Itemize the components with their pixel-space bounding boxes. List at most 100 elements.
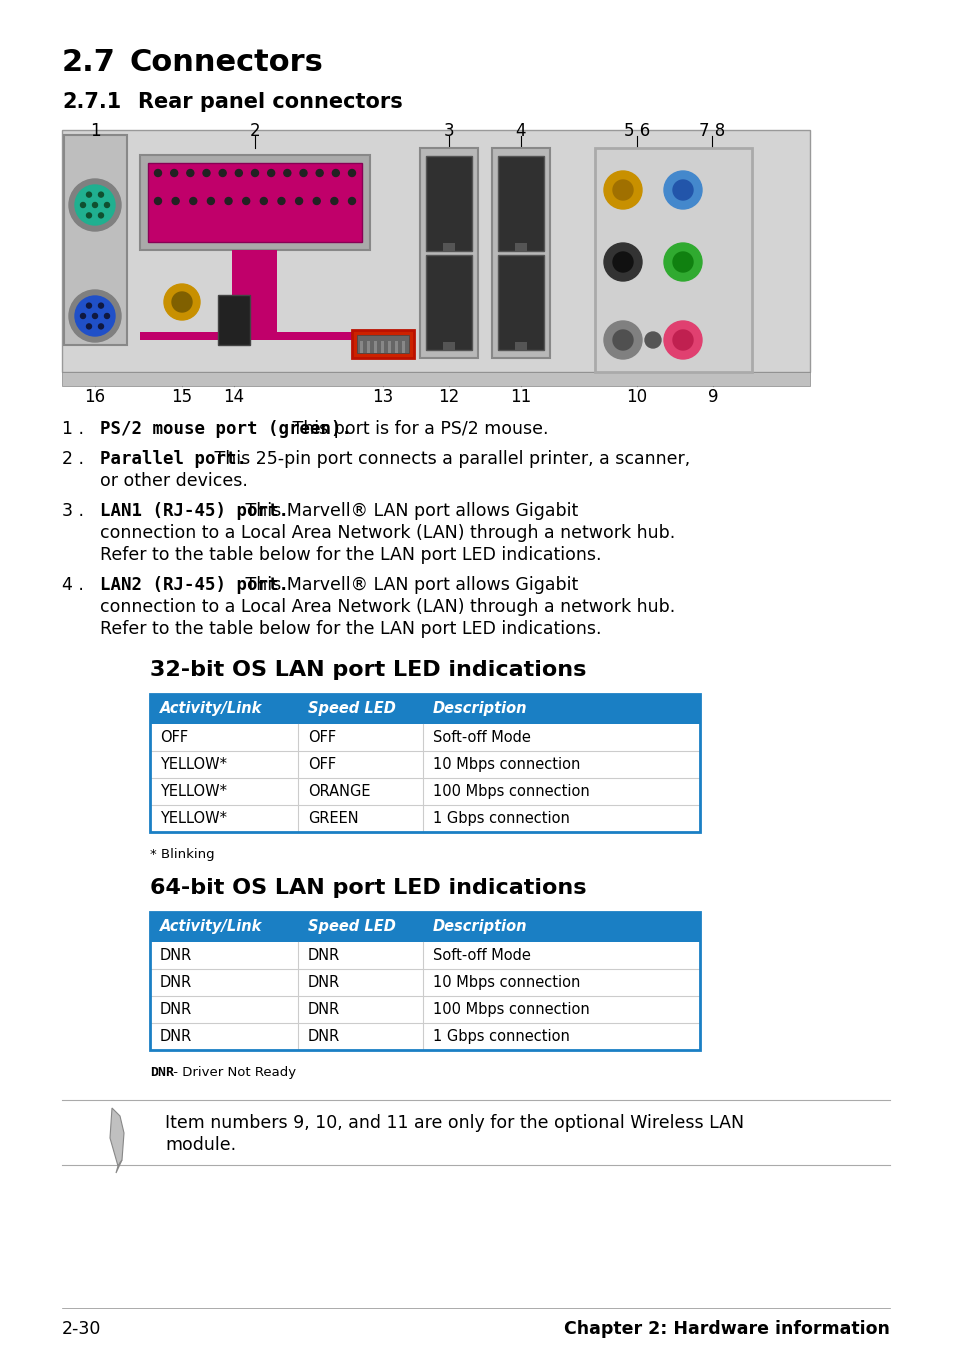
Bar [426,255,472,350]
Text: OFF: OFF [160,730,188,744]
Text: This Marvell® LAN port allows Gigabit: This Marvell® LAN port allows Gigabit [240,503,578,520]
Bar [426,155,472,251]
Circle shape [672,330,692,350]
Text: Soft-off Mode: Soft-off Mode [433,730,530,744]
Bar [150,694,700,832]
Text: 2-30: 2-30 [62,1320,101,1337]
Text: LAN2 (RJ-45) port.: LAN2 (RJ-45) port. [100,576,289,594]
Bar [352,330,414,358]
Text: Activity/Link: Activity/Link [160,920,262,935]
Bar [64,135,127,345]
Circle shape [80,313,86,319]
Text: Parallel port.: Parallel port. [100,450,247,467]
Bar [374,340,376,353]
Bar [367,340,370,353]
Text: Refer to the table below for the LAN port LED indications.: Refer to the table below for the LAN por… [100,620,601,638]
Text: 5 6: 5 6 [623,122,649,141]
Circle shape [268,169,274,177]
Circle shape [348,197,355,204]
Text: 1 .: 1 . [62,420,84,438]
Text: 1: 1 [90,122,100,141]
Circle shape [644,332,660,349]
Circle shape [663,243,701,281]
Text: 16: 16 [85,388,106,407]
Circle shape [75,296,115,336]
Bar [359,340,363,353]
Text: OFF: OFF [308,757,335,771]
Text: Activity/Link: Activity/Link [160,701,262,716]
Text: connection to a Local Area Network (LAN) through a network hub.: connection to a Local Area Network (LAN)… [100,524,675,542]
Circle shape [277,197,285,204]
Bar [401,340,405,353]
Text: DNR: DNR [308,1029,340,1044]
Circle shape [613,253,633,272]
Circle shape [171,169,177,177]
Circle shape [242,197,250,204]
Text: 3: 3 [443,122,454,141]
Circle shape [219,169,226,177]
Text: YELLOW*: YELLOW* [160,784,227,798]
Bar [140,155,370,250]
Text: 9: 9 [707,388,718,407]
Bar [388,340,391,353]
Circle shape [80,203,86,208]
Bar [492,149,550,358]
Text: Connectors: Connectors [130,49,323,77]
Bar [218,295,250,345]
Circle shape [154,169,161,177]
Text: 100 Mbps connection: 100 Mbps connection [433,1002,589,1017]
Circle shape [235,169,242,177]
Circle shape [260,197,267,204]
Text: This Marvell® LAN port allows Gigabit: This Marvell® LAN port allows Gigabit [240,576,578,594]
Circle shape [603,243,641,281]
Circle shape [672,253,692,272]
Circle shape [105,313,110,319]
Bar [140,332,370,340]
Bar [515,243,526,251]
Circle shape [284,169,291,177]
Text: 32-bit OS LAN port LED indications: 32-bit OS LAN port LED indications [150,661,586,680]
Text: PS/2 mouse port (green).: PS/2 mouse port (green). [100,420,352,438]
Bar [150,912,700,1050]
Circle shape [603,322,641,359]
Circle shape [98,192,103,197]
Bar [497,255,543,350]
Text: Soft-off Mode: Soft-off Mode [433,948,530,963]
Text: YELLOW*: YELLOW* [160,757,227,771]
Text: * Blinking: * Blinking [150,848,214,861]
Circle shape [98,324,103,328]
Bar [150,724,700,832]
Circle shape [603,172,641,209]
Circle shape [663,322,701,359]
Text: 2.7: 2.7 [62,49,115,77]
Text: 10 Mbps connection: 10 Mbps connection [433,975,579,990]
Circle shape [613,330,633,350]
Circle shape [663,172,701,209]
Circle shape [252,169,258,177]
Circle shape [299,169,307,177]
Text: or other devices.: or other devices. [100,471,248,490]
Text: ORANGE: ORANGE [308,784,370,798]
Text: LAN1 (RJ-45) port.: LAN1 (RJ-45) port. [100,503,289,520]
Circle shape [172,197,179,204]
Text: Rear panel connectors: Rear panel connectors [138,92,402,112]
Bar [150,694,700,724]
Circle shape [98,303,103,308]
Bar [150,942,700,1050]
Text: 7 8: 7 8 [699,122,724,141]
Circle shape [613,180,633,200]
Text: This 25-pin port connects a parallel printer, a scanner,: This 25-pin port connects a parallel pri… [209,450,690,467]
Circle shape [172,292,192,312]
Circle shape [225,197,232,204]
Circle shape [98,213,103,218]
Text: Item numbers 9, 10, and 11 are only for the optional Wireless LAN: Item numbers 9, 10, and 11 are only for … [165,1115,743,1132]
Text: 4 .: 4 . [62,576,84,594]
Bar [442,342,455,350]
Bar [395,340,397,353]
Text: 64-bit OS LAN port LED indications: 64-bit OS LAN port LED indications [150,878,586,898]
Circle shape [313,197,320,204]
Text: DNR: DNR [160,1002,193,1017]
Text: 10 Mbps connection: 10 Mbps connection [433,757,579,771]
Text: DNR: DNR [160,948,193,963]
Text: DNR: DNR [160,1029,193,1044]
